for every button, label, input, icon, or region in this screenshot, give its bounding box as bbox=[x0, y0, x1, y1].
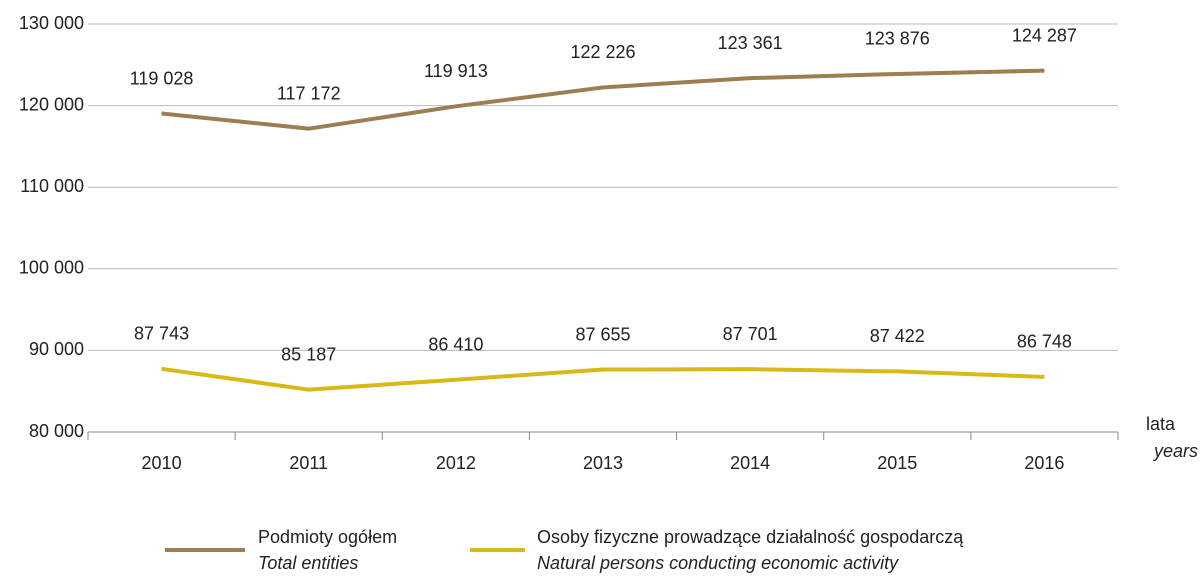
x-tick-label: 2011 bbox=[289, 453, 328, 473]
data-label: 119 028 bbox=[130, 68, 194, 88]
data-label: 119 913 bbox=[424, 61, 488, 81]
y-tick-label: 110 000 bbox=[20, 176, 84, 196]
data-label: 86 748 bbox=[1017, 332, 1072, 352]
legend-label-en: Natural persons conducting economic acti… bbox=[537, 553, 899, 573]
x-axis-label: lata bbox=[1146, 414, 1176, 434]
x-axis-label-en: years bbox=[1152, 441, 1198, 461]
x-tick-label: 2015 bbox=[877, 453, 917, 473]
y-tick-label: 80 000 bbox=[29, 421, 84, 441]
data-label: 123 361 bbox=[718, 33, 783, 53]
data-label: 87 743 bbox=[134, 324, 189, 344]
y-tick-label: 120 000 bbox=[19, 94, 84, 114]
data-label: 87 422 bbox=[870, 326, 925, 346]
legend-label: Osoby fizyczne prowadzące działalność go… bbox=[537, 527, 964, 547]
legend-label-en: Total entities bbox=[258, 553, 358, 573]
x-tick-label: 2013 bbox=[583, 453, 623, 473]
data-label: 87 655 bbox=[575, 324, 630, 344]
y-tick-label: 130 000 bbox=[19, 13, 84, 33]
x-tick-label: 2014 bbox=[730, 453, 770, 473]
y-tick-label: 100 000 bbox=[19, 258, 84, 278]
data-label: 117 172 bbox=[277, 83, 341, 103]
data-label: 122 226 bbox=[570, 42, 635, 62]
data-label: 123 876 bbox=[865, 29, 930, 49]
data-label: 85 187 bbox=[281, 344, 336, 364]
x-tick-label: 2016 bbox=[1024, 453, 1064, 473]
series-line bbox=[161, 366, 1045, 392]
legend-label: Podmioty ogółem bbox=[258, 527, 397, 547]
data-label: 86 410 bbox=[428, 334, 483, 354]
data-label: 87 701 bbox=[723, 324, 778, 344]
y-tick-label: 90 000 bbox=[29, 339, 84, 359]
x-tick-label: 2012 bbox=[436, 453, 476, 473]
data-label: 124 287 bbox=[1012, 25, 1077, 45]
x-tick-label: 2010 bbox=[142, 453, 182, 473]
series-line bbox=[161, 68, 1045, 131]
